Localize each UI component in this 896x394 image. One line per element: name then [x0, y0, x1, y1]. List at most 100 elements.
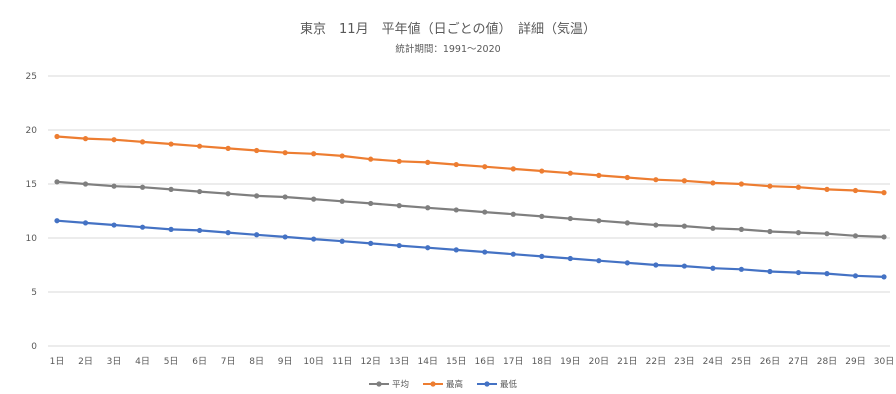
data-point [567, 215, 573, 222]
x-tick-label: 22日 [646, 356, 666, 367]
series-2 [54, 133, 887, 196]
x-tick-label: 10日 [303, 356, 323, 367]
data-point [54, 218, 60, 224]
data-point [710, 265, 716, 271]
y-axis-ticks: 0 5 10 15 20 25 [26, 72, 38, 352]
x-tick-label: 21日 [617, 356, 637, 367]
series-group [54, 133, 887, 280]
data-point [425, 205, 431, 211]
x-tick-label: 19日 [560, 356, 580, 367]
legend-item: 最低 [477, 379, 518, 390]
x-tick-label: 4日 [135, 356, 150, 367]
data-point [482, 249, 488, 255]
x-tick-label: 29日 [845, 356, 865, 367]
x-tick-label: 7日 [221, 356, 236, 367]
y-tick-label: 25 [26, 72, 37, 82]
x-tick-label: 25日 [731, 356, 751, 367]
x-tick-label: 16日 [475, 356, 495, 367]
series-line [56, 219, 885, 278]
data-point [824, 271, 830, 277]
data-point [225, 230, 231, 236]
series-1 [54, 179, 887, 240]
data-point [425, 159, 431, 165]
x-tick-label: 30日 [874, 356, 894, 367]
x-tick-label: 14日 [417, 356, 437, 367]
x-tick-label: 1日 [50, 356, 65, 367]
legend-label: 最低 [500, 379, 518, 390]
data-point [596, 172, 602, 178]
data-point [311, 196, 317, 202]
x-tick-label: 9日 [278, 356, 293, 367]
data-point [738, 226, 745, 232]
data-point [738, 266, 745, 272]
x-tick-label: 28日 [817, 356, 837, 367]
y-tick-label: 5 [31, 288, 37, 298]
data-point [168, 226, 174, 232]
data-point [311, 151, 317, 157]
x-tick-label: 6日 [192, 356, 207, 367]
data-point [396, 242, 402, 249]
x-tick-label: 3日 [107, 356, 122, 367]
x-tick-label: 15日 [446, 356, 466, 367]
data-point [282, 194, 288, 200]
data-point [453, 247, 459, 253]
data-point [710, 225, 716, 231]
data-point [282, 150, 288, 156]
data-point [596, 258, 602, 264]
gridlines [48, 75, 890, 347]
data-point [139, 139, 146, 145]
data-point [795, 269, 802, 276]
legend: 平均 最高 最低 [369, 379, 518, 390]
data-point [254, 193, 260, 199]
data-point [539, 168, 545, 174]
data-point [624, 220, 630, 226]
data-point [82, 220, 89, 226]
data-point [111, 183, 117, 189]
legend-swatch-marker [484, 381, 490, 387]
data-point [653, 177, 659, 183]
y-tick-label: 15 [26, 180, 37, 190]
data-point [168, 141, 174, 147]
y-tick-label: 10 [26, 234, 38, 244]
data-point [567, 170, 573, 176]
data-point [82, 181, 89, 187]
data-point [282, 234, 288, 240]
data-point [567, 255, 573, 262]
data-point [339, 238, 345, 244]
data-point [339, 198, 345, 204]
x-tick-label: 12日 [360, 356, 380, 367]
x-tick-label: 18日 [532, 356, 552, 367]
data-point [681, 263, 687, 269]
data-point [453, 207, 459, 213]
data-point [852, 233, 859, 239]
x-tick-label: 11日 [332, 356, 352, 367]
data-point [653, 222, 659, 228]
data-point [510, 166, 516, 172]
x-tick-label: 8日 [249, 356, 264, 367]
legend-label: 最高 [446, 379, 463, 390]
x-axis-ticks: 1日 2日 3日 4日 5日 6日 7日 8日 9日 10日 11日 12日 13日 14日 15日 16日 1… [50, 356, 895, 367]
data-point [767, 228, 773, 235]
chart-subtitle: 統計期間：1991～2020 [395, 43, 500, 55]
data-point [624, 174, 630, 181]
data-point [54, 133, 60, 140]
data-point [482, 209, 488, 215]
data-point [196, 188, 203, 195]
legend-label: 平均 [392, 379, 409, 390]
data-point [396, 158, 402, 164]
legend-swatch-marker [376, 381, 382, 387]
data-point [111, 222, 117, 228]
series-line [56, 135, 885, 194]
data-point [196, 143, 203, 149]
series-3 [54, 218, 887, 280]
data-point [225, 191, 231, 197]
data-point [54, 179, 60, 185]
data-point [311, 236, 317, 242]
data-point [881, 274, 887, 280]
data-point [881, 234, 887, 240]
data-point [168, 186, 174, 192]
data-point [339, 153, 345, 159]
x-tick-label: 2日 [78, 356, 93, 367]
data-point [596, 218, 602, 224]
